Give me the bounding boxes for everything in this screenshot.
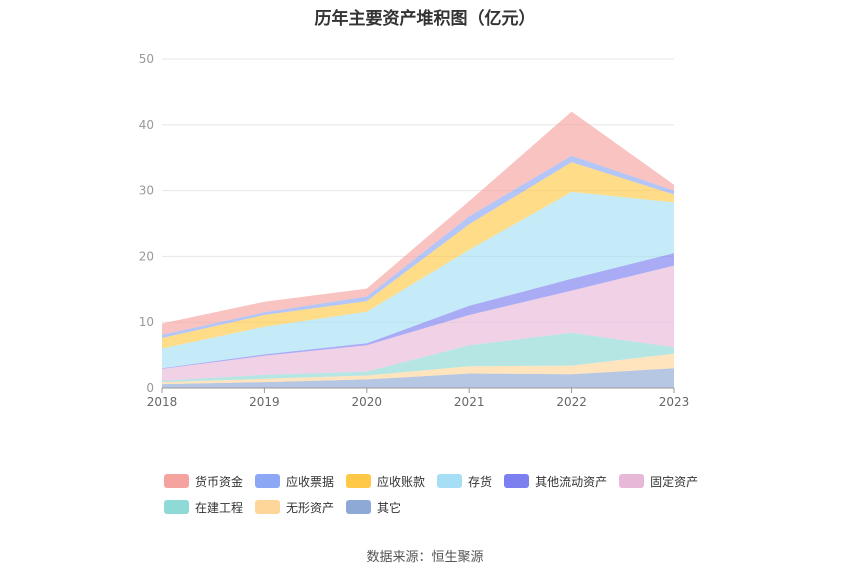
x-tick-label: 2019 [249,395,280,409]
legend-item[interactable]: 货币资金 [164,472,243,490]
legend-item[interactable]: 在建工程 [164,498,243,516]
area-series [162,111,674,388]
area-应收票据 [162,155,674,338]
x-tick-label: 2020 [352,395,383,409]
legend-label: 应收账款 [377,474,426,489]
legend-item[interactable]: 其它 [346,498,401,516]
legend: 货币资金 应收票据 应收账款 存货 其他流动资产 固定资产在建工程 无形资产 其它 [164,472,724,524]
area-货币资金 [162,111,674,335]
legend-label: 固定资产 [650,474,699,489]
legend-item[interactable]: 应收票据 [255,472,334,490]
y-tick-label: 50 [139,52,154,66]
legend-label: 存货 [468,474,493,489]
legend-swatch [255,474,281,488]
legend-swatch [255,500,281,514]
y-tick-label: 20 [139,249,154,263]
legend-label: 其它 [377,500,402,515]
legend-swatch [504,474,530,488]
legend-label: 货币资金 [195,474,244,489]
area-应收账款 [162,162,674,349]
area-其它 [162,368,674,388]
area-在建工程 [162,332,674,383]
legend-label: 在建工程 [195,500,244,515]
x-tick-label: 2018 [147,395,178,409]
legend-item[interactable]: 应收账款 [346,472,425,490]
legend-label: 无形资产 [286,500,335,515]
y-tick-label: 0 [146,381,154,395]
legend-swatch [437,474,463,488]
legend-swatch [346,500,372,514]
y-tick-label: 30 [139,184,154,198]
legend-swatch [164,474,189,488]
y-tick-label: 10 [139,315,154,329]
x-tick-label: 2023 [659,395,690,409]
area-固定资产 [162,265,674,381]
x-tick-label: 2021 [454,395,485,409]
legend-item[interactable]: 无形资产 [255,498,334,516]
data-source: 数据来源：恒生聚源 [366,550,484,565]
legend-swatch [346,474,372,488]
legend-label: 其他流动资产 [535,474,608,489]
area-无形资产 [162,353,674,385]
legend-item[interactable]: 固定资产 [619,472,698,490]
legend-item[interactable]: 存货 [437,472,492,490]
legend-item[interactable]: 其他流动资产 [504,472,607,490]
stacked-area-chart: 0 10 20 30 40 50 2018 2019 2020 2021 2022 2023 [139,52,690,409]
x-tick-label: 2022 [556,395,587,409]
chart-title: 历年主要资产堆积图（亿元） [314,9,536,29]
legend-swatch [164,500,189,514]
y-tick-label: 40 [139,118,154,132]
legend-swatch [619,474,645,488]
axes: 0 10 20 30 40 50 2018 2019 2020 2021 2022 2023 [139,52,690,409]
area-存货 [162,191,674,369]
legend-label: 应收票据 [286,474,335,489]
